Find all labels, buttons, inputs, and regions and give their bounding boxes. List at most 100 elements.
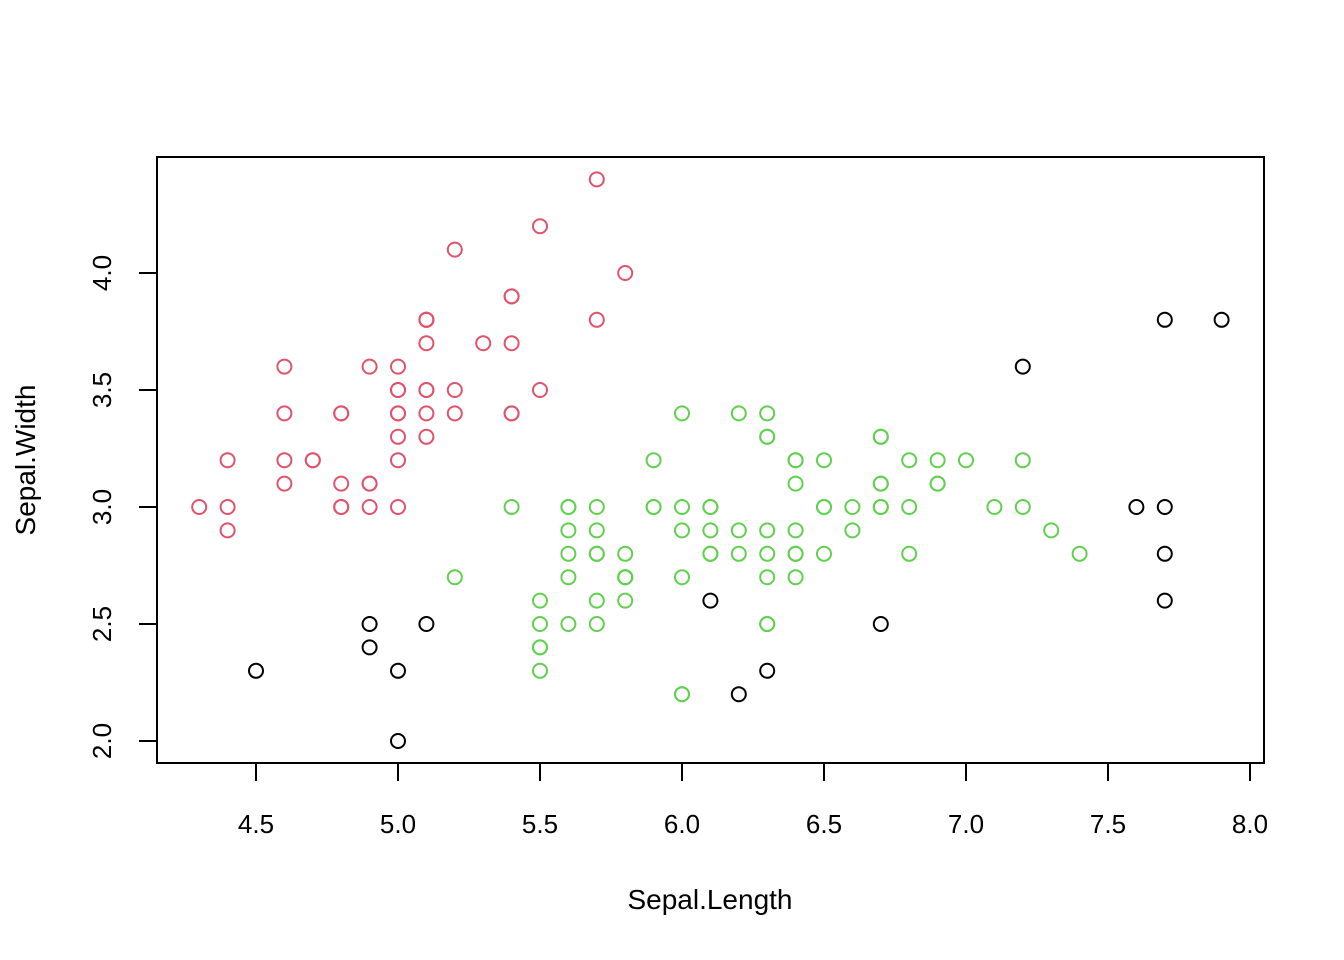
cluster-3-point <box>844 499 861 515</box>
cluster-3-point <box>617 545 634 562</box>
cluster-3-point <box>674 569 690 586</box>
cluster-2-point <box>475 335 492 352</box>
cluster-3-point <box>702 499 719 515</box>
cluster-3-point <box>759 545 776 562</box>
data-points <box>191 171 1230 749</box>
cluster-3-point <box>872 428 889 445</box>
cluster-3-point <box>674 522 690 539</box>
y-tick-label: 2.5 <box>87 606 117 642</box>
cluster-3-point <box>1043 522 1060 539</box>
cluster-3-point <box>1014 452 1031 469</box>
cluster-2-point <box>219 522 236 539</box>
cluster-1-point <box>1128 499 1145 515</box>
cluster-2-point <box>361 475 378 492</box>
cluster-2-point <box>588 311 605 328</box>
x-axis: 4.5 5.0 5.5 6.0 6.5 7.0 7.5 8.0 <box>238 762 1268 839</box>
cluster-2-point <box>333 405 350 422</box>
cluster-3-point <box>759 405 776 422</box>
cluster-2-point <box>503 335 520 352</box>
cluster-3-point <box>986 499 1003 515</box>
cluster-1-point <box>390 733 406 749</box>
x-axis-title: Sepal.Length <box>627 884 792 915</box>
cluster-1-point <box>730 686 747 703</box>
cluster-3-point <box>588 499 605 515</box>
cluster-3-point <box>816 499 832 515</box>
cluster-1-point <box>248 662 264 679</box>
cluster-2-point <box>446 405 463 422</box>
cluster-3-point <box>759 569 776 586</box>
cluster-3-point <box>787 522 804 539</box>
cluster-3-point <box>787 545 804 562</box>
cluster-2-point <box>390 382 406 398</box>
cluster-2-point <box>390 405 406 422</box>
cluster-2-point <box>617 265 634 281</box>
plot-frame <box>156 156 1265 764</box>
cluster-2-point <box>390 428 406 445</box>
cluster-2-point <box>503 405 520 422</box>
cluster-3-point <box>588 616 605 632</box>
cluster-1-point <box>390 662 406 679</box>
cluster-3-point <box>901 452 918 469</box>
cluster-2-point <box>333 475 350 492</box>
cluster-3-point <box>674 686 690 703</box>
cluster-2-point <box>276 358 293 375</box>
cluster-3-point <box>560 569 577 586</box>
cluster-3-point <box>759 522 776 539</box>
cluster-1-point <box>1014 358 1031 375</box>
cluster-3-point <box>645 452 662 469</box>
cluster-3-point <box>1014 499 1031 515</box>
cluster-3-point <box>560 522 577 539</box>
cluster-3-point <box>787 452 804 469</box>
x-tick-label: 5.5 <box>522 809 558 839</box>
cluster-2-point <box>219 452 236 469</box>
cluster-2-point <box>361 358 378 375</box>
cluster-3-point <box>674 499 690 515</box>
cluster-2-point <box>418 428 435 445</box>
y-axis: 2.0 2.5 3.0 3.5 4.0 <box>87 255 158 759</box>
y-tick-label: 4.0 <box>87 255 117 291</box>
cluster-3-point <box>645 499 662 515</box>
cluster-3-point <box>730 545 747 562</box>
cluster-3-point <box>816 452 832 469</box>
cluster-3-point <box>901 499 918 515</box>
cluster-3-point <box>872 475 889 492</box>
cluster-3-point <box>588 522 605 539</box>
cluster-3-point <box>759 428 776 445</box>
cluster-3-point <box>730 405 747 422</box>
cluster-3-point <box>617 569 634 586</box>
cluster-3-point <box>929 475 946 492</box>
cluster-3-point <box>617 592 634 609</box>
cluster-1-point <box>702 592 719 609</box>
x-tick-label: 8.0 <box>1232 809 1268 839</box>
cluster-2-point <box>333 499 350 515</box>
cluster-3-point <box>503 499 520 515</box>
cluster-2-point <box>276 405 293 422</box>
cluster-3-point <box>901 545 918 562</box>
cluster-1-point <box>1213 311 1230 328</box>
cluster-3-point <box>1071 545 1088 562</box>
cluster-3-point <box>588 545 605 562</box>
cluster-2-point <box>418 382 435 398</box>
x-tick-label: 5.0 <box>380 809 416 839</box>
cluster-2-point <box>418 335 435 352</box>
cluster-3-point <box>759 616 776 632</box>
cluster-3-point <box>560 499 577 515</box>
cluster-3-point <box>787 569 804 586</box>
cluster-2-point <box>361 499 378 515</box>
cluster-3-point <box>446 569 463 586</box>
cluster-3-point <box>787 475 804 492</box>
cluster-3-point <box>532 592 548 609</box>
cluster-1-point <box>759 662 776 679</box>
cluster-2-point <box>532 382 548 398</box>
cluster-1-point <box>418 616 435 632</box>
cluster-3-point <box>560 616 577 632</box>
cluster-3-point <box>532 639 548 656</box>
y-tick-label: 3.0 <box>87 489 117 525</box>
cluster-2-point <box>418 405 435 422</box>
cluster-1-point <box>872 616 889 632</box>
cluster-2-point <box>191 499 208 515</box>
cluster-3-point <box>702 522 719 539</box>
cluster-2-point <box>390 452 406 469</box>
y-axis-title: Sepal.Width <box>10 385 41 536</box>
